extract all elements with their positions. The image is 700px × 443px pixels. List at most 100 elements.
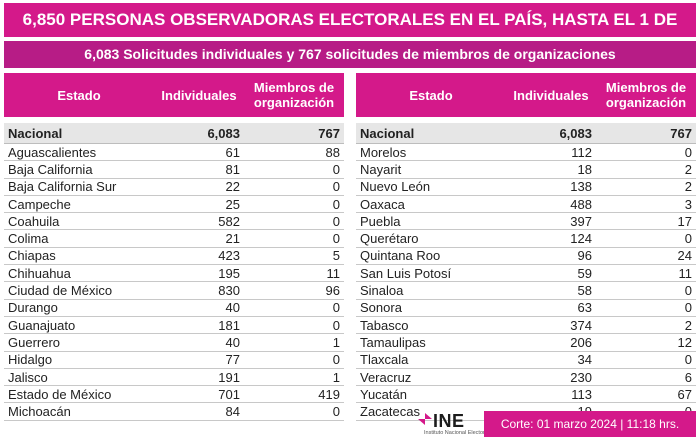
state-name: Durango xyxy=(4,299,154,317)
page-title: 6,850 PERSONAS OBSERVADORAS ELECTORALES … xyxy=(4,3,696,63)
table-row: Ciudad de México 830 96 xyxy=(4,281,344,300)
page-subtitle: 6,083 Solicitudes individuales y 767 sol… xyxy=(4,41,696,68)
state-name: Veracruz xyxy=(356,368,506,387)
miembros-value: 0 xyxy=(596,229,696,248)
table-row: Campeche 25 0 xyxy=(4,195,344,214)
state-name: Quintana Roo xyxy=(356,247,506,266)
state-name: Sonora xyxy=(356,299,506,317)
state-name: Guanajuato xyxy=(4,316,154,335)
state-name: Nuevo León xyxy=(356,178,506,196)
table-row: Colima 21 0 xyxy=(4,229,344,248)
miembros-value: 24 xyxy=(596,247,696,266)
miembros-value: 0 xyxy=(244,178,344,196)
state-name: Jalisco xyxy=(4,368,154,387)
table-row: Yucatán 113 67 xyxy=(356,385,696,404)
ine-logo-text: INE xyxy=(433,411,465,431)
individuales-value: 22 xyxy=(154,178,244,196)
individuales-value: 397 xyxy=(506,212,596,231)
individuales-value: 488 xyxy=(506,195,596,214)
table-row: Tamaulipas 206 12 xyxy=(356,333,696,352)
miembros-value: 11 xyxy=(596,264,696,283)
miembros-value: 0 xyxy=(596,281,696,300)
miembros-value: 0 xyxy=(244,299,344,317)
miembros-value: 0 xyxy=(596,351,696,369)
table-row: Estado de México 701 419 xyxy=(4,385,344,404)
state-name: Campeche xyxy=(4,195,154,214)
state-name: Yucatán xyxy=(356,385,506,404)
miembros-value: 67 xyxy=(596,385,696,404)
nacional-miembros: 767 xyxy=(244,123,344,144)
individuales-value: 374 xyxy=(506,316,596,335)
miembros-value: 96 xyxy=(244,281,344,300)
table-row: Veracruz 230 6 xyxy=(356,368,696,387)
miembros-value: 0 xyxy=(244,212,344,231)
individuales-value: 124 xyxy=(506,229,596,248)
table-row: Querétaro 124 0 xyxy=(356,229,696,248)
state-name: Baja California Sur xyxy=(4,178,154,196)
column-header-miembros: Miembros de organización xyxy=(244,73,344,117)
table-row: Hidalgo 77 0 xyxy=(4,351,344,369)
state-name: Querétaro xyxy=(356,229,506,248)
state-name: Baja California xyxy=(4,160,154,179)
individuales-value: 61 xyxy=(154,143,244,162)
table-header: Estado Individuales Miembros de organiza… xyxy=(356,73,696,117)
miembros-value: 6 xyxy=(596,368,696,387)
individuales-value: 81 xyxy=(154,160,244,179)
miembros-value: 0 xyxy=(596,143,696,162)
column-header-estado: Estado xyxy=(4,73,154,117)
miembros-value: 12 xyxy=(596,333,696,352)
column-header-estado: Estado xyxy=(356,73,506,117)
state-name: Morelos xyxy=(356,143,506,162)
nacional-miembros: 767 xyxy=(596,123,696,144)
table-row: Nuevo León 138 2 xyxy=(356,178,696,196)
individuales-value: 58 xyxy=(506,281,596,300)
individuales-value: 230 xyxy=(506,368,596,387)
individuales-value: 423 xyxy=(154,247,244,266)
individuales-value: 191 xyxy=(154,368,244,387)
state-name: Guerrero xyxy=(4,333,154,352)
individuales-value: 63 xyxy=(506,299,596,317)
state-name: Estado de México xyxy=(4,385,154,404)
table-row: Tabasco 374 2 xyxy=(356,316,696,335)
table-row: Coahuila 582 0 xyxy=(4,212,344,231)
table-row: Guanajuato 181 0 xyxy=(4,316,344,335)
miembros-value: 0 xyxy=(244,160,344,179)
table-row: Sonora 63 0 xyxy=(356,299,696,317)
table-row: Baja California Sur 22 0 xyxy=(4,178,344,196)
table-row: Tlaxcala 34 0 xyxy=(356,351,696,369)
table-row: Chihuahua 195 11 xyxy=(4,264,344,283)
nacional-label: Nacional xyxy=(4,123,154,144)
individuales-value: 206 xyxy=(506,333,596,352)
individuales-value: 77 xyxy=(154,351,244,369)
table-row: Durango 40 0 xyxy=(4,299,344,317)
table-row: Jalisco 191 1 xyxy=(4,368,344,387)
miembros-value: 2 xyxy=(596,316,696,335)
individuales-value: 138 xyxy=(506,178,596,196)
corte-timestamp: Corte: 01 marzo 2024 | 11:18 hrs. xyxy=(484,411,696,437)
table-row: Sinaloa 58 0 xyxy=(356,281,696,300)
individuales-value: 34 xyxy=(506,351,596,369)
table-row: Puebla 397 17 xyxy=(356,212,696,231)
table-header: Estado Individuales Miembros de organiza… xyxy=(4,73,344,117)
nacional-individuales: 6,083 xyxy=(154,123,244,144)
state-name: Coahuila xyxy=(4,212,154,231)
miembros-value: 1 xyxy=(244,333,344,352)
miembros-value: 0 xyxy=(244,195,344,214)
miembros-value: 1 xyxy=(244,368,344,387)
individuales-value: 18 xyxy=(506,160,596,179)
state-name: Aguascalientes xyxy=(4,143,154,162)
nacional-individuales: 6,083 xyxy=(506,123,596,144)
individuales-value: 181 xyxy=(154,316,244,335)
state-name: Tlaxcala xyxy=(356,351,506,369)
table-row: Nayarit 18 2 xyxy=(356,160,696,179)
miembros-value: 2 xyxy=(596,178,696,196)
table-row: San Luis Potosí 59 11 xyxy=(356,264,696,283)
individuales-value: 21 xyxy=(154,229,244,248)
individuales-value: 40 xyxy=(154,299,244,317)
table-row: Oaxaca 488 3 xyxy=(356,195,696,214)
miembros-value: 0 xyxy=(244,316,344,335)
state-name: Nayarit xyxy=(356,160,506,179)
individuales-value: 582 xyxy=(154,212,244,231)
individuales-value: 830 xyxy=(154,281,244,300)
individuales-value: 25 xyxy=(154,195,244,214)
